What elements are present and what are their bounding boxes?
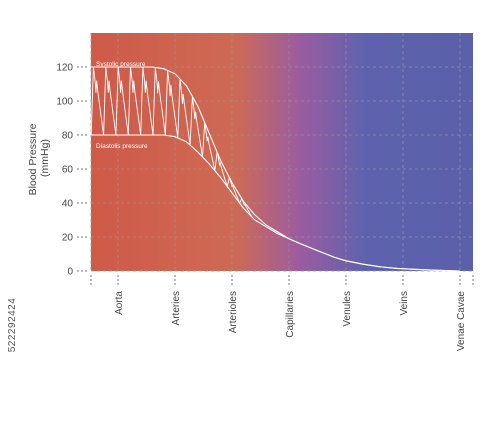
x-axis: Aorta Arteries Arterioles Capillaries Venule… <box>90 270 474 351</box>
y-tick-label: 100 <box>56 97 73 108</box>
plot-area <box>91 33 473 271</box>
diastolic-pressure-line <box>91 134 461 272</box>
x-category-label: Arteries <box>171 291 182 325</box>
side-identifier: 522292424 <box>7 298 18 353</box>
y-tick-label: 120 <box>56 63 73 74</box>
y-tick-label: 80 <box>62 131 74 142</box>
x-category-label: Venae Cavae <box>456 291 467 351</box>
x-category-label: Veins <box>399 291 410 315</box>
y-tick-label: 20 <box>62 233 74 244</box>
x-category-label: Arterioles <box>228 291 239 333</box>
diastolic-annotation: Diastolis pressure <box>96 143 148 150</box>
x-category-label: Aorta <box>114 291 125 315</box>
x-category-label: Venules <box>342 291 353 327</box>
y-tick-label: 40 <box>62 199 74 210</box>
y-axis-title-line-2: (mmHg) <box>39 139 51 177</box>
grid-lines <box>91 33 473 271</box>
y-axis: 0 20 40 60 80 100 120 <box>56 33 92 278</box>
y-axis-title-line-1: Blood Pressure <box>27 123 39 195</box>
systolic-annotation: Systolic pressure <box>96 61 146 68</box>
y-tick-label: 0 <box>67 267 73 278</box>
y-axis-title: Blood Pressure (mmHg) <box>27 121 51 196</box>
x-category-label: Capillaries <box>285 291 296 338</box>
pulse-waveform <box>90 66 253 218</box>
y-tick-label: 60 <box>62 165 74 176</box>
pressure-series <box>90 66 461 272</box>
